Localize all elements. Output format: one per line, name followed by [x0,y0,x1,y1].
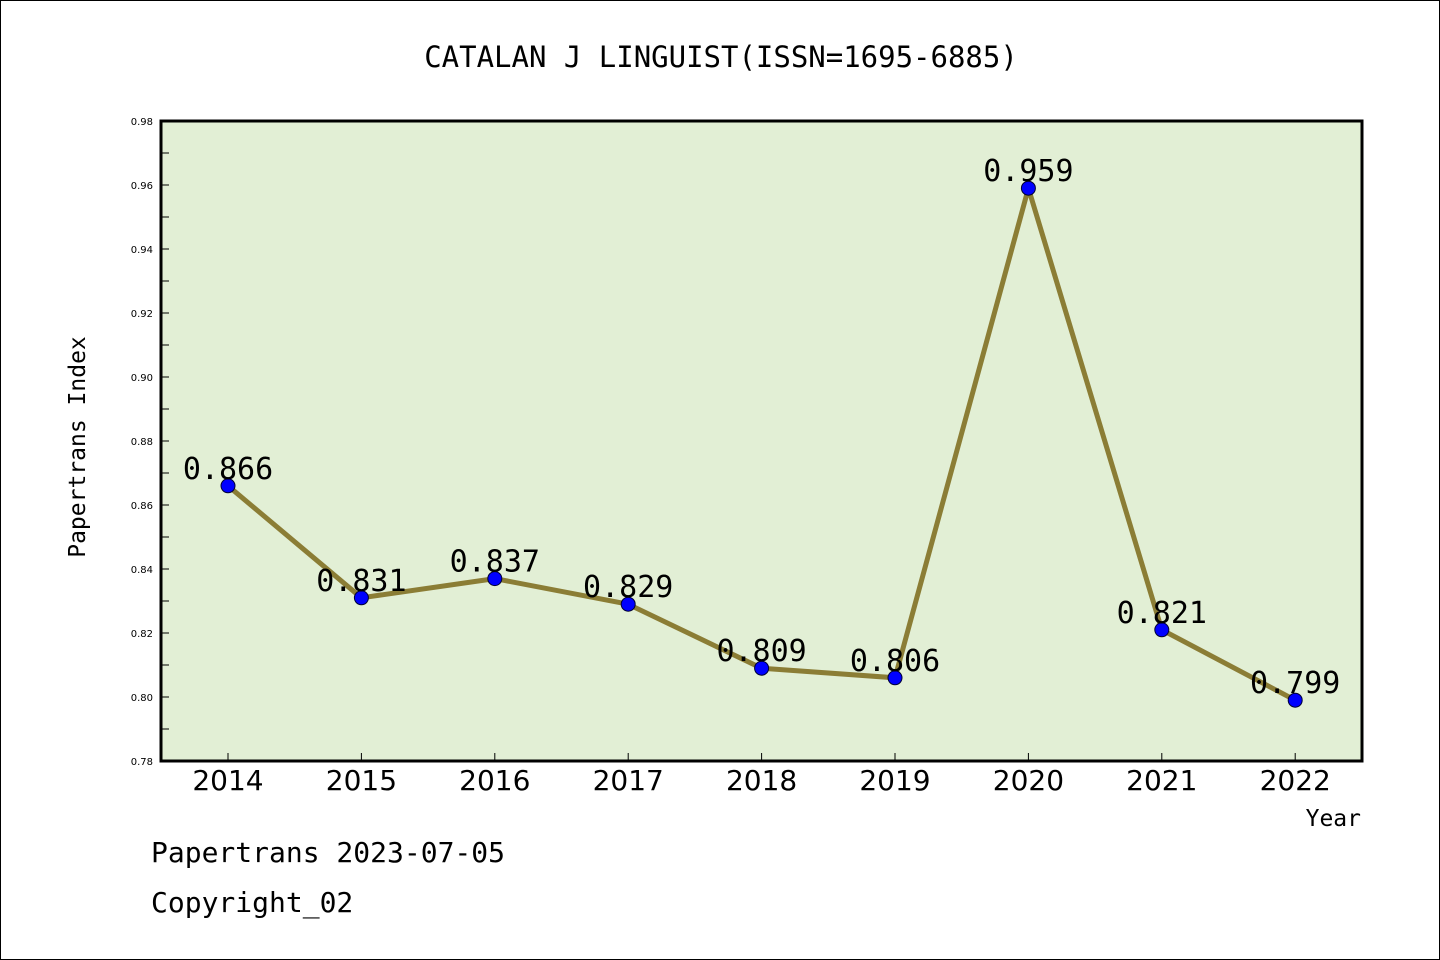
x-tick-label: 2014 [192,764,263,797]
data-point-label: 0.821 [1117,596,1207,631]
data-point-marker [487,571,503,587]
data-point-marker [1020,180,1036,196]
plot-area [159,119,1364,763]
data-point-label: 0.959 [983,154,1073,189]
y-tick-label: 0.98 [131,117,153,128]
data-point-label: 0.837 [450,545,540,580]
data-point-marker [1154,622,1170,638]
y-tick-label: 0.86 [131,501,153,512]
series-line-group: 0.866 0.831 0.837 0.829 0.809 0.806 0.959 0.821… [183,154,1340,708]
data-point-marker [220,478,236,494]
data-point-marker [353,590,369,606]
footer-date-text: Papertrans 2023-07-05 [151,836,506,869]
y-tick-label: 0.88 [131,437,153,448]
data-point-label: 0.809 [716,634,806,669]
y-tick-label: 0.80 [131,693,153,704]
data-point-label: 0.831 [316,564,406,599]
x-tick-label: 2022 [1260,764,1331,797]
y-tick-label: 0.84 [131,565,153,576]
x-tick-label: 2016 [459,764,530,797]
footer-copyright-text: Copyright_02 [151,886,354,919]
y-tick-label: 0.92 [131,309,153,320]
x-tick-label: 2019 [859,764,930,797]
y-tick-label: 0.82 [131,629,153,640]
y-tick-label: 0.78 [131,757,153,768]
x-tick-label: 2015 [326,764,397,797]
data-point-label: 0.806 [850,644,940,679]
data-point-marker [620,596,636,612]
y-axis-label: Papertrans Index [65,336,91,558]
data-point-marker [887,670,903,686]
data-point-label: 0.799 [1250,666,1340,701]
x-tick-label: 2021 [1126,764,1197,797]
data-point-label: 0.829 [583,570,673,605]
y-tick-label: 0.90 [131,373,153,384]
data-point-marker [1287,692,1303,708]
y-axis-ticks: 0.78 0.80 0.82 0.84 0.86 0.88 0.90 0.92 0.94 0.96… [131,117,169,768]
y-tick-label: 0.96 [131,181,153,192]
x-axis-ticks: 2014 2015 2016 2017 2018 2019 2020 2021 2022 [192,753,1331,797]
data-point-marker [754,660,770,676]
y-tick-label: 0.94 [131,245,153,256]
x-tick-label: 2018 [726,764,797,797]
chart-title: CATALAN J LINGUIST(ISSN=1695-6885) [424,40,1018,74]
x-tick-label: 2020 [993,764,1064,797]
data-point-label: 0.866 [183,452,273,487]
x-tick-label: 2017 [593,764,664,797]
x-axis-label: Year [1306,806,1361,832]
